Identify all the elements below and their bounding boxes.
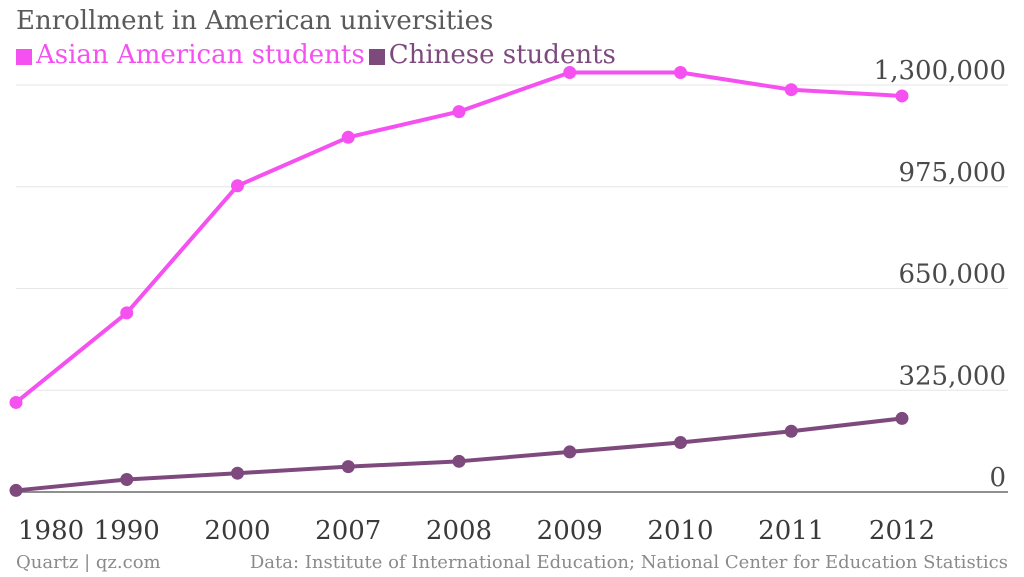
data-point — [674, 436, 687, 450]
footer-source: Data: Institute of International Educati… — [249, 552, 1008, 573]
y-tick-label: 650,000 — [898, 260, 1006, 290]
data-point — [341, 460, 355, 474]
data-point — [784, 424, 798, 438]
x-tick-label: 1980 — [18, 516, 84, 546]
series-line-1 — [14, 416, 904, 493]
y-tick-label: 1,300,000 — [874, 56, 1006, 86]
series-lines — [14, 70, 904, 493]
data-point — [341, 130, 355, 144]
data-point — [120, 306, 134, 320]
x-tick-label: 2007 — [315, 516, 381, 546]
legend-item-asian-american: Asian American students — [16, 40, 365, 70]
chart-title: Enrollment in American universities — [16, 6, 494, 36]
series-line-0 — [14, 70, 904, 405]
data-point — [231, 466, 244, 480]
data-point — [120, 472, 134, 486]
legend-item-chinese: Chinese students — [368, 40, 616, 70]
series-points — [9, 65, 909, 497]
x-tick-label: 2009 — [537, 516, 603, 546]
y-tick-label: 325,000 — [898, 361, 1006, 391]
data-point — [674, 65, 687, 79]
legend-label-asian-american: Asian American students — [36, 40, 365, 70]
x-tick-label: 1990 — [94, 516, 160, 546]
legend-swatch-asian-american — [16, 48, 32, 65]
legend-swatch-chinese — [368, 48, 385, 65]
data-point — [895, 411, 909, 425]
x-tick-label: 2011 — [758, 516, 824, 546]
y-axis-tick-labels: 0 325,000 650,000 975,000 1,300,000 — [874, 56, 1006, 493]
data-point — [231, 179, 244, 193]
data-point — [9, 395, 23, 409]
data-point — [563, 65, 577, 79]
footer-credit: Quartz | qz.com — [16, 552, 161, 573]
data-point — [784, 83, 798, 97]
data-point — [9, 483, 23, 497]
x-tick-label: 2012 — [869, 516, 935, 546]
data-point — [452, 105, 466, 119]
legend-label-chinese: Chinese students — [388, 40, 616, 70]
data-point — [563, 445, 577, 459]
data-point — [452, 454, 466, 468]
x-tick-label: 2008 — [426, 516, 492, 546]
y-tick-label: 975,000 — [898, 158, 1006, 188]
gridlines — [16, 84, 1008, 493]
y-tick-label: 0 — [989, 463, 1006, 493]
data-point — [895, 89, 909, 103]
legend: Asian American students Chinese students — [16, 40, 616, 70]
x-axis-tick-labels: 1980 1990 2000 2007 2008 2009 2010 2011 2012 — [18, 516, 935, 546]
x-tick-label: 2010 — [647, 516, 713, 546]
x-tick-label: 2000 — [204, 516, 270, 546]
